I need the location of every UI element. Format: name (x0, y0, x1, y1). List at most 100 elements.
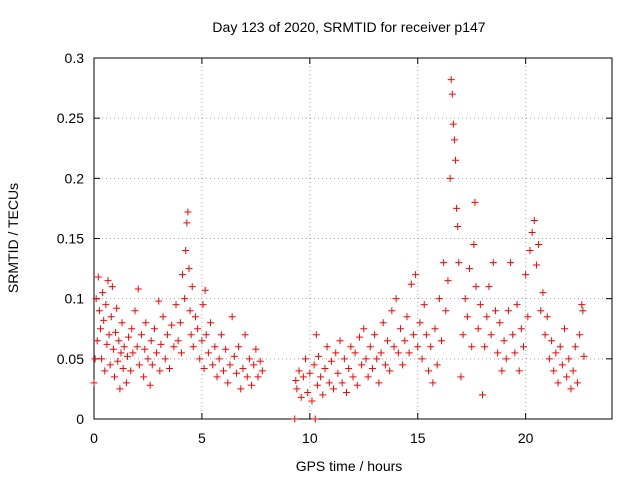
data-point (133, 343, 141, 351)
data-point (433, 361, 441, 369)
data-point (304, 389, 312, 397)
data-point (106, 361, 114, 369)
data-point (163, 331, 171, 339)
data-point (579, 307, 587, 315)
data-point (522, 271, 530, 279)
data-point (155, 297, 163, 305)
data-point (377, 349, 385, 357)
data-point (494, 349, 502, 357)
data-point (459, 331, 467, 339)
data-point (418, 355, 426, 363)
data-point (511, 349, 519, 357)
data-point (123, 352, 131, 360)
data-point (578, 301, 586, 309)
data-point (98, 355, 106, 363)
data-point (144, 355, 152, 363)
data-point (543, 313, 551, 321)
data-point (102, 301, 110, 309)
data-point (258, 367, 266, 375)
data-point (111, 373, 119, 381)
data-point (537, 307, 545, 315)
data-point (556, 343, 564, 351)
data-point (403, 313, 411, 321)
data-point (444, 277, 452, 285)
data-point (375, 379, 383, 387)
data-point (563, 373, 571, 381)
data-point (302, 355, 310, 363)
data-point (412, 271, 420, 279)
data-point (558, 361, 566, 369)
data-point (366, 343, 374, 351)
data-point (170, 343, 178, 351)
data-point (135, 361, 143, 369)
data-point (332, 349, 340, 357)
data-point (241, 331, 249, 339)
data-point (201, 286, 209, 294)
data-point (153, 349, 161, 357)
data-point (243, 373, 251, 381)
data-point (552, 349, 560, 357)
data-point (245, 355, 253, 363)
data-point (449, 120, 457, 128)
data-point (141, 345, 149, 353)
data-point (373, 355, 381, 363)
data-point (181, 295, 189, 303)
data-point (199, 301, 207, 309)
data-point (107, 313, 115, 321)
data-point (172, 301, 180, 309)
data-point (500, 337, 508, 345)
data-point (338, 379, 346, 387)
data-point (90, 379, 98, 387)
data-point (252, 345, 260, 353)
data-point (388, 307, 396, 315)
data-point (95, 307, 103, 315)
data-point (358, 361, 366, 369)
data-point (256, 357, 264, 365)
data-point (479, 391, 486, 399)
data-point (120, 343, 128, 351)
data-point (104, 277, 112, 285)
data-point (194, 325, 202, 333)
data-point (545, 355, 553, 363)
data-point (427, 343, 435, 351)
data-point (176, 319, 184, 327)
data-point (161, 355, 169, 363)
data-point (127, 367, 135, 375)
data-point (196, 355, 204, 363)
data-point (455, 259, 463, 267)
data-point (468, 343, 476, 351)
data-point (336, 337, 344, 345)
data-point (481, 343, 489, 351)
data-point (548, 337, 556, 345)
data-point (470, 241, 478, 249)
x-axis-label: GPS time / hours (296, 458, 403, 474)
data-point (394, 349, 402, 357)
data-point (200, 364, 208, 372)
data-point (567, 385, 575, 393)
x-tick-label: 0 (90, 430, 98, 446)
data-point (101, 367, 109, 375)
data-point (381, 361, 389, 369)
data-point (351, 349, 359, 357)
data-point (156, 367, 164, 375)
data-point (187, 331, 195, 339)
data-point (517, 325, 525, 333)
data-point (226, 361, 234, 369)
data-point (314, 352, 322, 360)
data-point (237, 385, 245, 393)
data-point (390, 343, 398, 351)
data-point (321, 364, 329, 372)
data-point (561, 325, 569, 333)
data-point (371, 331, 379, 339)
y-tick-label: 0.3 (65, 50, 85, 66)
data-point (340, 355, 348, 363)
data-point (188, 283, 196, 291)
data-point (407, 280, 415, 288)
data-point (446, 174, 454, 182)
data-point (131, 307, 139, 315)
data-point (440, 259, 448, 267)
data-point (476, 301, 484, 309)
data-point (496, 319, 504, 327)
